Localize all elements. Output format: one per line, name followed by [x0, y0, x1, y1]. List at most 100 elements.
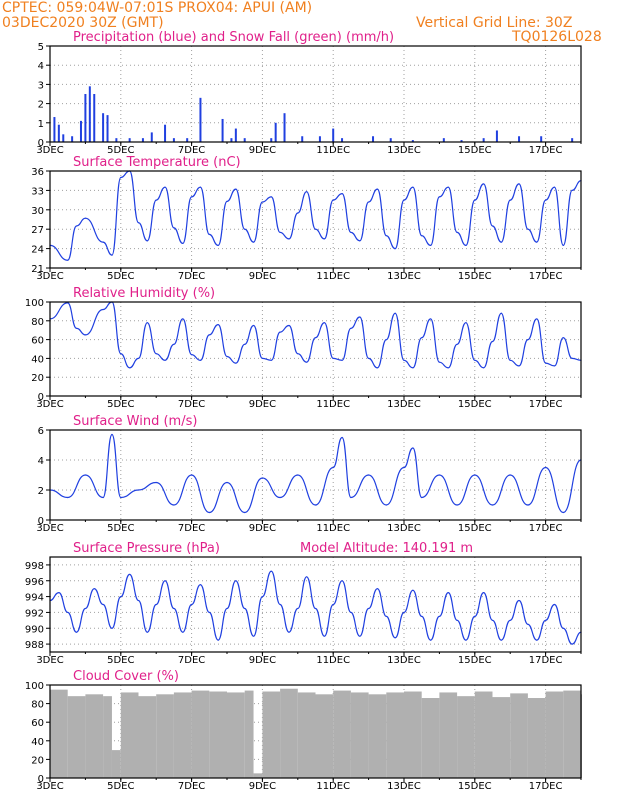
series-point	[306, 191, 308, 193]
cloud-cover-bar	[474, 691, 493, 778]
series-point	[102, 603, 104, 606]
series-point	[306, 576, 308, 578]
series-point	[252, 241, 255, 243]
series-point	[438, 474, 440, 476]
series-point	[261, 201, 263, 203]
series-point	[341, 359, 343, 361]
x-tick-label: 17DEC	[529, 399, 563, 410]
x-tick-label: 3DEC	[36, 271, 63, 282]
y-tick-label: 0	[38, 516, 44, 527]
series-point	[474, 359, 476, 361]
series-point	[67, 302, 69, 304]
x-tick-label: 17DEC	[529, 655, 563, 666]
series-point	[412, 367, 414, 369]
x-tick-label: 11DEC	[316, 781, 350, 792]
series-point	[323, 322, 325, 324]
precipitation-bar	[84, 94, 87, 142]
x-tick-label: 9DEC	[249, 655, 276, 666]
series-point	[129, 367, 131, 369]
series-point	[120, 176, 122, 179]
series-point	[191, 474, 193, 476]
series-point	[483, 592, 485, 594]
precipitation-bar	[115, 138, 118, 142]
precipitation-bar	[243, 138, 246, 142]
x-tick-label: 13DEC	[387, 655, 421, 666]
series-point	[465, 322, 467, 324]
series-point	[350, 231, 352, 234]
series-line-surface-wind	[49, 433, 582, 514]
series-point	[129, 573, 131, 576]
cloud-cover-bar	[510, 693, 528, 778]
series-point	[137, 599, 140, 602]
y-tick-label: 4	[38, 61, 44, 72]
cloud-cover-bar	[404, 691, 422, 778]
series-point	[252, 635, 255, 637]
series-point	[350, 496, 352, 499]
x-tick-label: 17DEC	[529, 523, 563, 534]
y-tick-label: 988	[25, 640, 44, 651]
series-point	[111, 254, 113, 256]
series-point	[368, 607, 370, 610]
precipitation-bar	[53, 117, 56, 142]
cloud-cover-bar	[439, 692, 458, 778]
y-tick-label: 4	[38, 456, 44, 467]
precipitation-bar	[62, 134, 65, 142]
cloud-cover-bar	[262, 691, 281, 778]
x-tick-label: 15DEC	[458, 271, 492, 282]
x-tick-label: 7DEC	[178, 523, 205, 534]
precipitation-bar	[301, 136, 304, 142]
precipitation-bar	[389, 138, 392, 142]
x-tick-label: 13DEC	[387, 523, 421, 534]
series-point	[208, 511, 210, 514]
series-point	[261, 595, 263, 598]
series-point	[562, 337, 564, 339]
precipitation-bar	[482, 138, 485, 142]
x-tick-label: 17DEC	[529, 271, 563, 282]
series-point	[244, 511, 246, 514]
panel-0-background	[50, 46, 581, 142]
series-point	[75, 225, 78, 227]
series-point	[314, 504, 317, 506]
series-point	[270, 570, 272, 572]
series-point	[403, 611, 405, 614]
series-point	[75, 327, 78, 329]
series-point	[527, 623, 529, 625]
chart-header: CPTEC: 059:04W-07:01S PROX04: APUI (AM) …	[0, 0, 618, 48]
series-point	[208, 233, 210, 235]
series-point	[536, 639, 538, 641]
x-tick-label: 15DEC	[458, 523, 492, 534]
series-point	[527, 339, 529, 341]
series-point	[500, 639, 502, 641]
series-point	[412, 186, 414, 188]
y-tick-label: 6	[38, 426, 44, 437]
cloud-cover-bar	[138, 696, 157, 778]
series-point	[545, 199, 547, 201]
x-tick-label: 7DEC	[178, 781, 205, 792]
series-point	[173, 504, 175, 506]
panel-title: Precipitation (blue) and Snow Fall (gree…	[73, 30, 394, 45]
x-tick-label: 9DEC	[249, 145, 276, 156]
series-point	[465, 639, 467, 641]
series-point	[102, 308, 104, 311]
panel-3-frame	[49, 429, 582, 521]
series-point	[456, 343, 458, 345]
x-tick-label: 5DEC	[107, 655, 134, 666]
cloud-cover-bar	[563, 690, 581, 778]
precipitation-bar	[150, 132, 153, 142]
precipitation-bar	[106, 115, 109, 142]
precipitation-bar	[372, 136, 375, 142]
series-point	[191, 603, 193, 606]
series-point	[182, 318, 184, 320]
series-point	[270, 196, 272, 198]
series-point	[217, 323, 219, 326]
precipitation-bar	[128, 138, 131, 142]
series-point	[527, 228, 529, 230]
series-point	[297, 353, 299, 355]
x-tick-label: 3DEC	[36, 523, 63, 534]
header-grid-note: Vertical Grid Line: 30Z	[416, 15, 573, 31]
series-point	[350, 327, 352, 329]
precipitation-bar	[518, 136, 521, 142]
header-code: TQ0126L028	[512, 29, 602, 45]
series-point	[562, 244, 564, 246]
x-tick-label: 7DEC	[178, 399, 205, 410]
